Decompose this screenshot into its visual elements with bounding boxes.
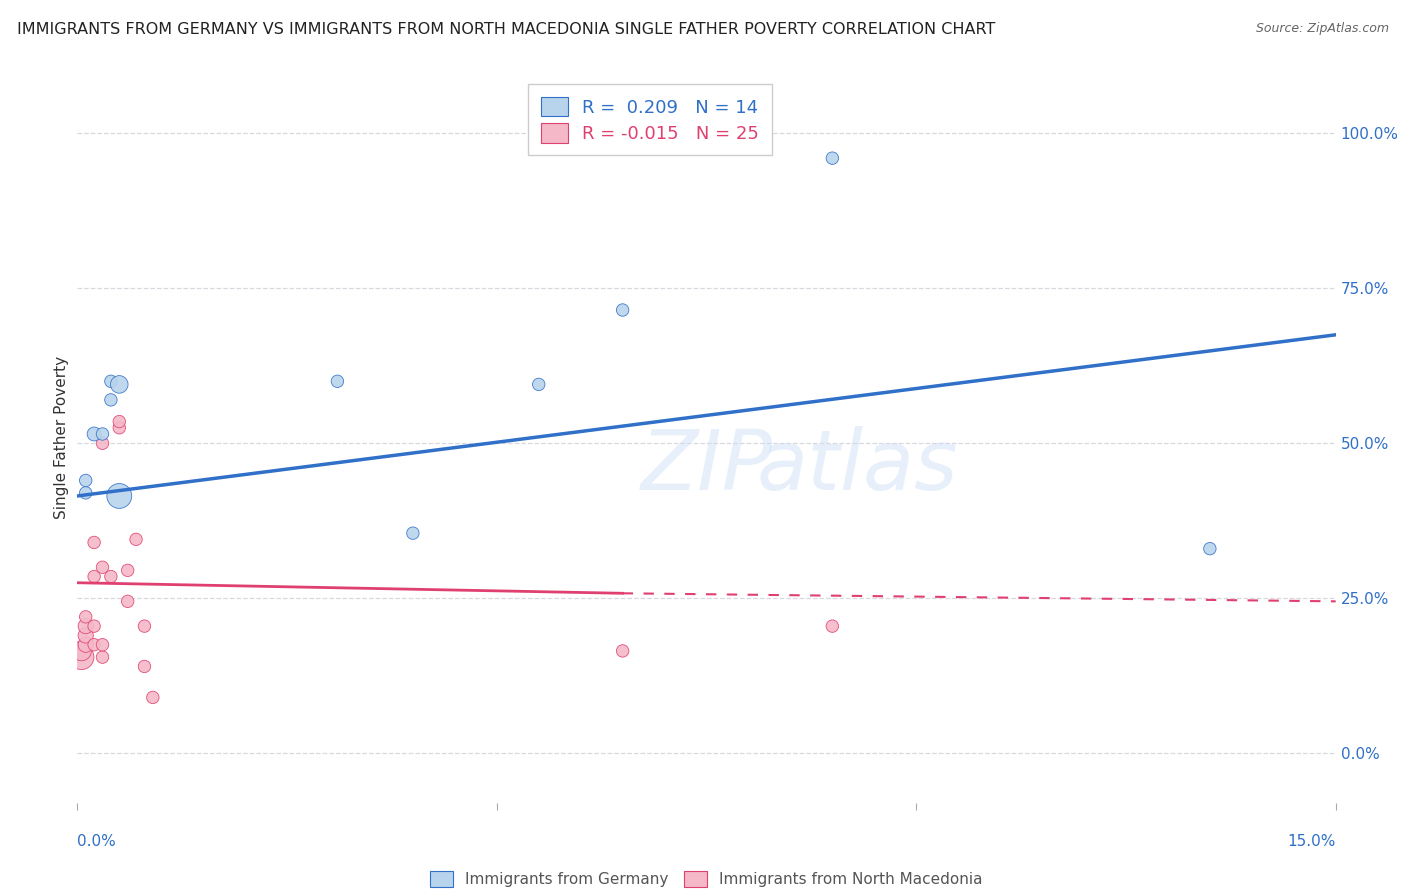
Point bbox=[108, 421, 131, 435]
Point bbox=[75, 619, 97, 633]
Point bbox=[75, 486, 97, 500]
Point bbox=[75, 610, 97, 624]
Text: IMMIGRANTS FROM GERMANY VS IMMIGRANTS FROM NORTH MACEDONIA SINGLE FATHER POVERTY: IMMIGRANTS FROM GERMANY VS IMMIGRANTS FR… bbox=[17, 22, 995, 37]
Point bbox=[75, 628, 97, 642]
Point bbox=[117, 563, 139, 577]
Legend: Immigrants from Germany, Immigrants from North Macedonia: Immigrants from Germany, Immigrants from… bbox=[425, 865, 988, 892]
Point bbox=[83, 638, 105, 652]
Point bbox=[100, 374, 122, 388]
Point bbox=[134, 619, 156, 633]
Point bbox=[91, 650, 114, 665]
Text: 15.0%: 15.0% bbox=[1288, 834, 1336, 849]
Point bbox=[75, 474, 97, 488]
Point bbox=[527, 377, 550, 392]
Text: atlas: atlas bbox=[756, 425, 959, 507]
Point bbox=[108, 489, 131, 503]
Point bbox=[83, 535, 105, 549]
Text: ZIP: ZIP bbox=[641, 425, 772, 507]
Point bbox=[83, 619, 105, 633]
Point bbox=[70, 644, 93, 658]
Point bbox=[821, 151, 844, 165]
Point bbox=[83, 427, 105, 442]
Y-axis label: Single Father Poverty: Single Father Poverty bbox=[53, 356, 69, 518]
Point bbox=[108, 377, 131, 392]
Point bbox=[100, 569, 122, 583]
Point bbox=[142, 690, 165, 705]
Point bbox=[612, 644, 634, 658]
Text: Source: ZipAtlas.com: Source: ZipAtlas.com bbox=[1256, 22, 1389, 36]
Point bbox=[75, 638, 97, 652]
Point bbox=[83, 569, 105, 583]
Point bbox=[326, 374, 349, 388]
Point bbox=[821, 619, 844, 633]
Point bbox=[1199, 541, 1222, 556]
Point bbox=[117, 594, 139, 608]
Point bbox=[125, 533, 148, 547]
Point bbox=[134, 659, 156, 673]
Point bbox=[70, 650, 93, 665]
Point bbox=[91, 436, 114, 450]
Point bbox=[91, 427, 114, 442]
Point bbox=[100, 392, 122, 407]
Point bbox=[91, 638, 114, 652]
Point bbox=[108, 415, 131, 429]
Text: 0.0%: 0.0% bbox=[77, 834, 117, 849]
Point bbox=[612, 303, 634, 318]
Point bbox=[91, 560, 114, 574]
Point bbox=[402, 526, 425, 541]
